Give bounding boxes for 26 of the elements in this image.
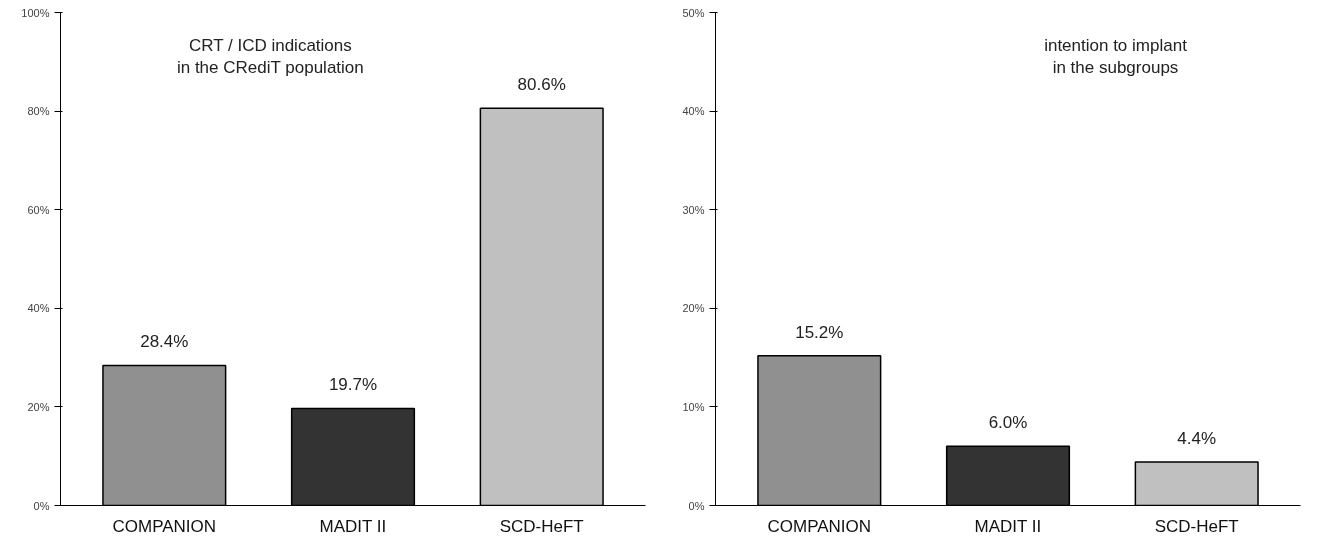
x-tick-label: SCD-HeFT bbox=[1154, 516, 1239, 536]
data-label: 28.4% bbox=[140, 332, 189, 352]
annotation: CRT / ICD indications in the CRediT population bbox=[176, 35, 364, 78]
x-tick-label: MADIT II bbox=[319, 516, 387, 536]
y-tick-label: 10% bbox=[682, 400, 705, 413]
data-label: 6.0% bbox=[988, 413, 1028, 433]
y-tick-label: 0% bbox=[33, 499, 50, 512]
y-tick-label: 40% bbox=[27, 302, 50, 315]
y-tick-label: 80% bbox=[27, 105, 50, 118]
y-tick-label: 20% bbox=[27, 400, 50, 413]
y-tick-label: 50% bbox=[682, 6, 705, 19]
y-tick-label: 60% bbox=[27, 203, 50, 216]
y-tick-label: 0% bbox=[688, 499, 705, 512]
y-tick-label: 30% bbox=[682, 203, 705, 216]
data-label: 4.4% bbox=[1177, 429, 1217, 449]
y-tick-label: 40% bbox=[682, 105, 705, 118]
data-label: 80.6% bbox=[517, 75, 566, 95]
data-label: 19.7% bbox=[328, 375, 378, 395]
x-tick-label: SCD-HeFT bbox=[499, 516, 584, 536]
y-tick-label: 100% bbox=[21, 6, 50, 19]
x-tick-label: MADIT II bbox=[974, 516, 1042, 536]
annotation: intention to implant in the subgroups bbox=[1044, 35, 1188, 78]
data-label: 15.2% bbox=[795, 322, 844, 342]
x-tick-label: COMPANION bbox=[112, 516, 217, 536]
y-tick-label: 20% bbox=[682, 302, 705, 315]
x-tick-label: COMPANION bbox=[767, 516, 872, 536]
